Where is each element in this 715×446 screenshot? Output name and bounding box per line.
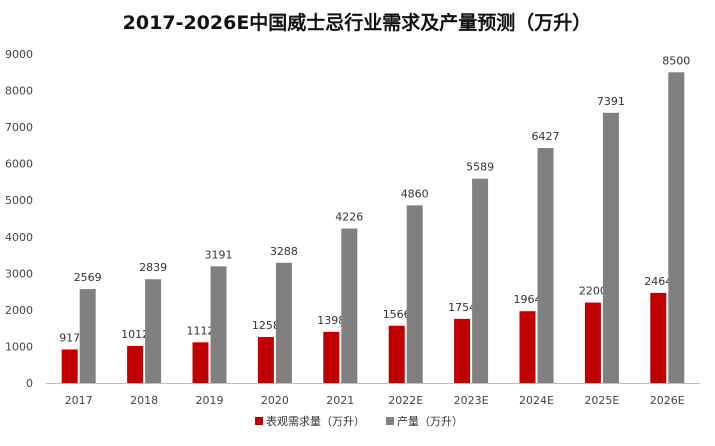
production-bar (210, 266, 227, 383)
x-tick-label: 2019 (196, 394, 224, 407)
demand-bar (192, 342, 209, 383)
demand-data-label: 1964 (514, 293, 542, 306)
production-data-label: 8500 (662, 54, 690, 67)
y-tick-label: 5000 (5, 194, 33, 207)
y-tick-label: 0 (26, 377, 33, 390)
legend: 表观需求量（万升） 产量（万升） (255, 414, 463, 428)
x-tick-label: 2020 (261, 394, 289, 407)
production-bar (275, 262, 292, 383)
legend-label-production: 产量（万升） (397, 414, 463, 428)
production-data-label: 2839 (139, 261, 167, 274)
demand-bar (127, 346, 144, 383)
x-tick-label: 2023E (454, 394, 489, 407)
production-bar (668, 72, 685, 384)
y-tick-label: 4000 (5, 231, 33, 244)
legend-swatch-demand (255, 417, 263, 425)
y-tick-label: 9000 (5, 48, 33, 61)
chart-title: 2017-2026E中国威士忌行业需求及产量预测（万升） (123, 11, 592, 34)
y-tick-label: 2000 (5, 304, 33, 317)
demand-data-label: 1566 (383, 308, 411, 321)
demand-data-label: 2200 (579, 285, 607, 298)
production-data-label: 4226 (335, 211, 363, 224)
production-bar (341, 228, 358, 383)
production-data-label: 7391 (597, 95, 625, 108)
demand-data-label: 1012 (121, 328, 149, 341)
x-tick-label: 2024E (519, 394, 554, 407)
x-tick-label: 2017 (65, 394, 93, 407)
x-tick-label: 2025E (584, 394, 619, 407)
y-tick-label: 6000 (5, 158, 33, 171)
demand-data-label: 1398 (317, 314, 345, 327)
production-data-label: 2569 (74, 271, 102, 284)
production-bar (406, 205, 423, 383)
demand-bar (584, 302, 601, 383)
demand-data-label: 2464 (644, 275, 672, 288)
y-tick-label: 3000 (5, 267, 33, 280)
demand-data-label: 1258 (252, 319, 280, 332)
demand-data-label: 1112 (187, 324, 215, 337)
production-bar (472, 178, 489, 383)
x-tick-label: 2021 (326, 394, 354, 407)
production-bar (145, 279, 162, 383)
production-data-label: 4860 (401, 187, 429, 200)
demand-bar (257, 337, 274, 383)
demand-bar (650, 292, 667, 383)
production-data-label: 3288 (270, 245, 298, 258)
legend-swatch-production (386, 417, 394, 425)
demand-bar (388, 325, 405, 383)
production-bar (79, 289, 96, 383)
production-bar (602, 112, 619, 384)
x-tick-label: 2018 (130, 394, 158, 407)
legend-label-demand: 表观需求量（万升） (266, 414, 365, 428)
y-tick-label: 1000 (5, 340, 33, 353)
demand-bar (61, 349, 78, 383)
demand-data-label: 1754 (448, 301, 476, 314)
demand-bar (323, 331, 340, 383)
production-data-label: 5589 (466, 161, 494, 174)
x-tick-label: 2022E (388, 394, 423, 407)
demand-bar (454, 318, 471, 383)
bars-group: 917 2569 1012 2839 1112 3191 1258 3288 1398 4226 1… (59, 54, 690, 384)
y-tick-label: 8000 (5, 85, 33, 98)
demand-bar (519, 311, 536, 383)
production-bar (537, 148, 554, 383)
x-axis: 2017 2018 2019 2020 2021 2022E 2023E 2024E 2025E… (46, 383, 700, 407)
y-axis: 0 1000 2000 3000 4000 5000 6000 7000 8000 9000 (5, 48, 33, 390)
production-data-label: 6427 (532, 130, 560, 143)
production-data-label: 3191 (205, 248, 233, 261)
demand-data-label: 917 (59, 331, 80, 344)
y-tick-label: 7000 (5, 121, 33, 134)
x-tick-label: 2026E (650, 394, 685, 407)
